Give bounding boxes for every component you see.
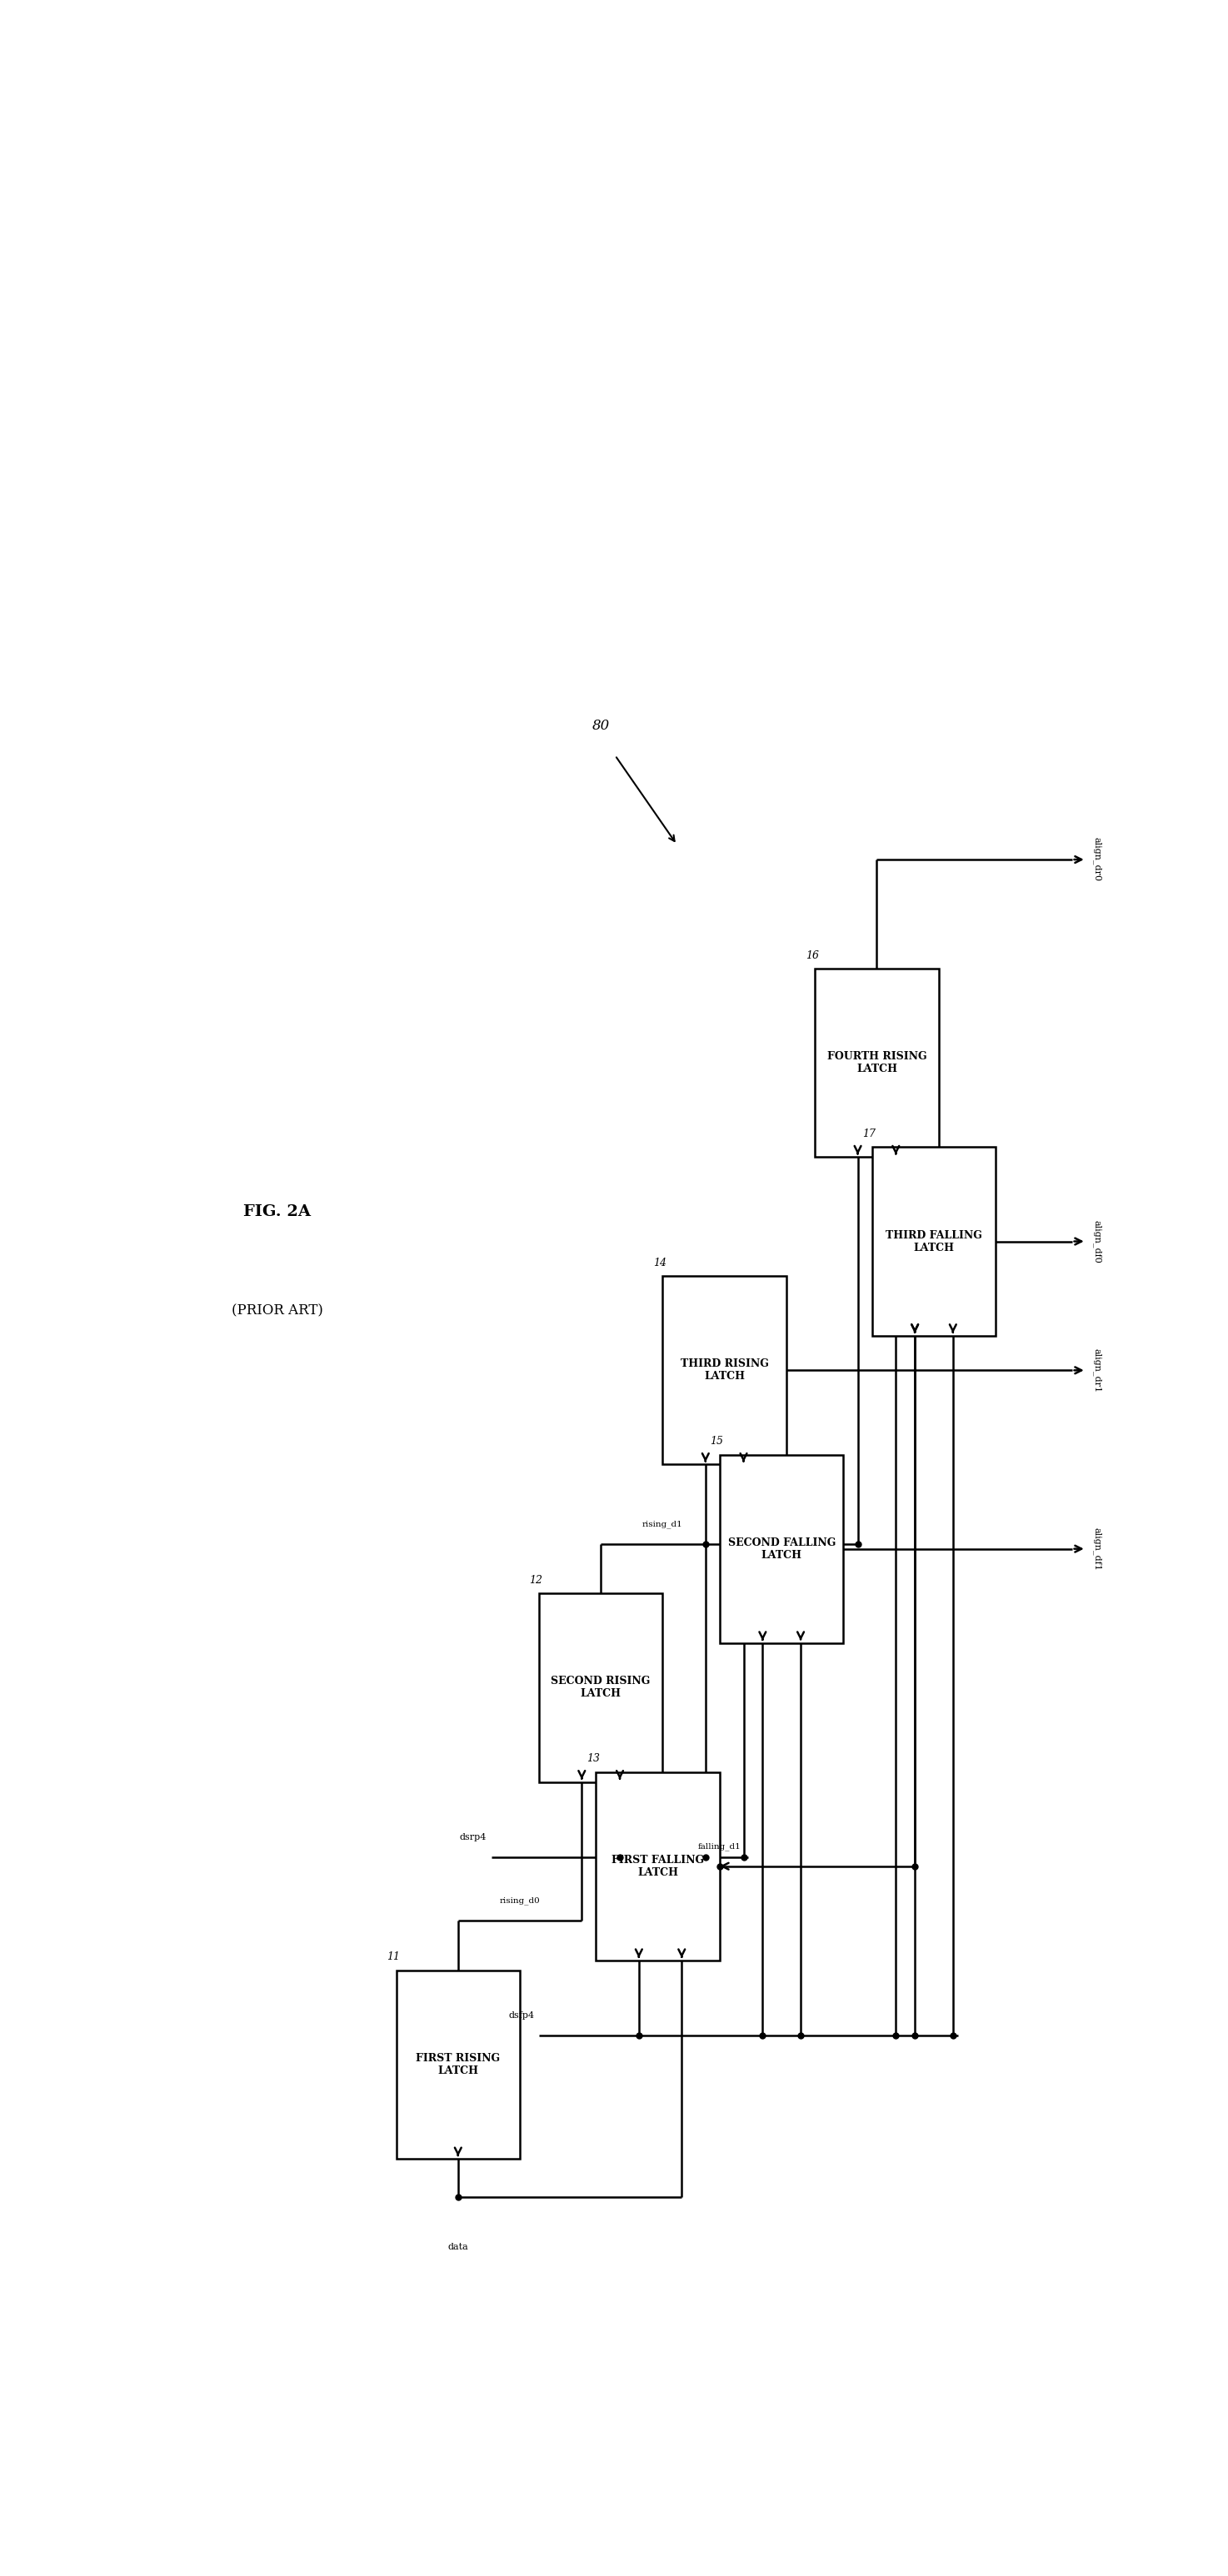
FancyBboxPatch shape [596, 1772, 720, 1960]
Text: 17: 17 [862, 1128, 876, 1139]
Text: THIRD RISING
LATCH: THIRD RISING LATCH [680, 1358, 769, 1381]
Text: 12: 12 [529, 1574, 543, 1584]
Text: (PRIOR ART): (PRIOR ART) [231, 1303, 323, 1319]
Text: 15: 15 [710, 1435, 723, 1448]
Text: data: data [448, 2244, 468, 2251]
Text: rising_d0: rising_d0 [500, 1896, 540, 1904]
Text: 14: 14 [653, 1257, 667, 1267]
Text: dsfp4: dsfp4 [508, 2012, 534, 2020]
Text: 80: 80 [592, 719, 609, 732]
Text: SECOND RISING
LATCH: SECOND RISING LATCH [551, 1677, 651, 1700]
Text: rising_d1: rising_d1 [642, 1520, 683, 1528]
Text: align_dr0: align_dr0 [1093, 837, 1102, 881]
FancyBboxPatch shape [539, 1595, 663, 1783]
Text: FIRST RISING
LATCH: FIRST RISING LATCH [416, 2053, 500, 2076]
Text: FIRST FALLING
LATCH: FIRST FALLING LATCH [612, 1855, 704, 1878]
Text: SECOND FALLING
LATCH: SECOND FALLING LATCH [728, 1538, 835, 1561]
Text: align_dr1: align_dr1 [1093, 1347, 1102, 1394]
Text: FOURTH RISING
LATCH: FOURTH RISING LATCH [826, 1051, 927, 1074]
FancyBboxPatch shape [815, 969, 938, 1157]
Text: 11: 11 [387, 1953, 400, 1963]
FancyBboxPatch shape [663, 1275, 786, 1466]
Text: align_df0: align_df0 [1093, 1221, 1102, 1262]
FancyBboxPatch shape [872, 1146, 996, 1334]
FancyBboxPatch shape [720, 1455, 844, 1643]
Text: FIG. 2A: FIG. 2A [243, 1203, 311, 1218]
Text: 16: 16 [806, 951, 819, 961]
Text: falling_d1: falling_d1 [699, 1842, 742, 1850]
FancyBboxPatch shape [397, 1971, 519, 2159]
Text: THIRD FALLING
LATCH: THIRD FALLING LATCH [885, 1229, 982, 1252]
Text: dsrp4: dsrp4 [459, 1834, 486, 1842]
Text: align_df1: align_df1 [1093, 1528, 1102, 1571]
Text: 13: 13 [587, 1754, 599, 1765]
